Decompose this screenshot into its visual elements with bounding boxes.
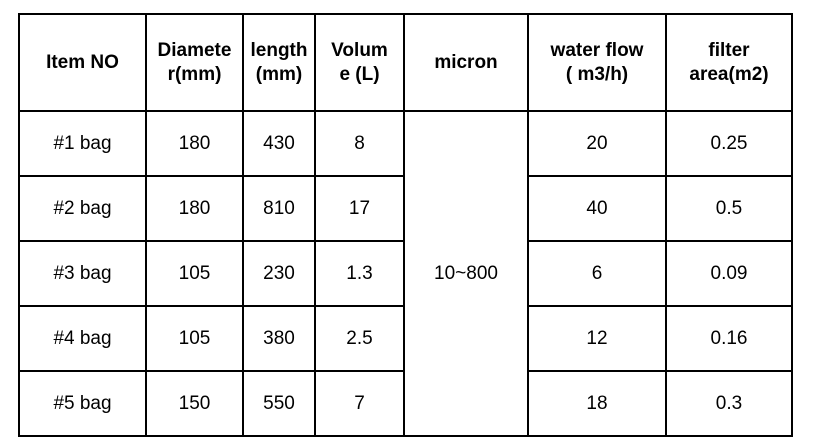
header-cell: Volum e (L) bbox=[314, 13, 405, 112]
header-cell: filter area(m2) bbox=[665, 13, 793, 112]
table-body: #1 bag 180 430 8 10~800 20 0.25 #2 bag 180 810 17 4… bbox=[18, 110, 793, 437]
header-text: ( m3/h) bbox=[565, 63, 629, 85]
spec-table: Item NO Diamete r(mm) length (mm) Volum e (L) m… bbox=[18, 13, 793, 437]
header-cell: Diamete r(mm) bbox=[145, 13, 244, 112]
table-cell: 6 bbox=[527, 240, 667, 307]
header-cell: water flow( m3/h) bbox=[527, 13, 667, 112]
header-text: e (L) bbox=[339, 63, 380, 85]
header-cell: length (mm) bbox=[242, 13, 316, 112]
header-text: Item NO bbox=[46, 51, 119, 73]
header-text: Diamete bbox=[157, 39, 232, 61]
table-cell: 8 bbox=[314, 110, 405, 177]
table-cell: 0.3 bbox=[665, 370, 793, 437]
table-cell: 12 bbox=[527, 305, 667, 372]
table-cell: 550 bbox=[242, 370, 316, 437]
table-cell: #4 bag bbox=[18, 305, 147, 372]
table-cell: 105 bbox=[145, 240, 244, 307]
table-cell: 0.09 bbox=[665, 240, 793, 307]
table-cell: 18 bbox=[527, 370, 667, 437]
table-cell: 2.5 bbox=[314, 305, 405, 372]
table-cell: 20 bbox=[527, 110, 667, 177]
header-text: r(mm) bbox=[167, 63, 222, 85]
micron-cell: 10~800 bbox=[403, 110, 529, 437]
table-cell: 0.16 bbox=[665, 305, 793, 372]
table-cell: 230 bbox=[242, 240, 316, 307]
table-cell: 430 bbox=[242, 110, 316, 177]
table-cell: 0.5 bbox=[665, 175, 793, 242]
header-text: micron bbox=[434, 51, 498, 73]
table-cell: #5 bag bbox=[18, 370, 147, 437]
header-text: length bbox=[250, 39, 308, 61]
table-cell: #1 bag bbox=[18, 110, 147, 177]
table-cell: 17 bbox=[314, 175, 405, 242]
table-cell: 1.3 bbox=[314, 240, 405, 307]
table-cell: 810 bbox=[242, 175, 316, 242]
table-row: #4 bag 105 380 2.5 12 0.16 bbox=[18, 305, 793, 372]
header-text: (mm) bbox=[255, 63, 303, 85]
header-cell: micron bbox=[403, 13, 529, 112]
table-cell: #3 bag bbox=[18, 240, 147, 307]
table-cell: #2 bag bbox=[18, 175, 147, 242]
table-cell: 380 bbox=[242, 305, 316, 372]
table-cell: 180 bbox=[145, 110, 244, 177]
table-cell: 150 bbox=[145, 370, 244, 437]
table-cell: 180 bbox=[145, 175, 244, 242]
table-cell: 7 bbox=[314, 370, 405, 437]
table-cell: 40 bbox=[527, 175, 667, 242]
table-row: #1 bag 180 430 8 10~800 20 0.25 bbox=[18, 110, 793, 437]
table-row: #2 bag 180 810 17 40 0.5 bbox=[18, 175, 793, 242]
header-text: area(m2) bbox=[689, 63, 769, 85]
header-row: Item NO Diamete r(mm) length (mm) Volum e (L) m… bbox=[18, 13, 793, 112]
table-row: #3 bag 105 230 1.3 6 0.09 bbox=[18, 240, 793, 307]
table-cell: 105 bbox=[145, 305, 244, 372]
header-text: water flow bbox=[550, 39, 644, 61]
table-row: #5 bag 150 550 7 18 0.3 bbox=[18, 370, 793, 437]
header-text: filter bbox=[708, 39, 750, 61]
header-cell: Item NO bbox=[18, 13, 147, 112]
table-cell: 0.25 bbox=[665, 110, 793, 177]
header-text: Volum bbox=[331, 39, 388, 61]
